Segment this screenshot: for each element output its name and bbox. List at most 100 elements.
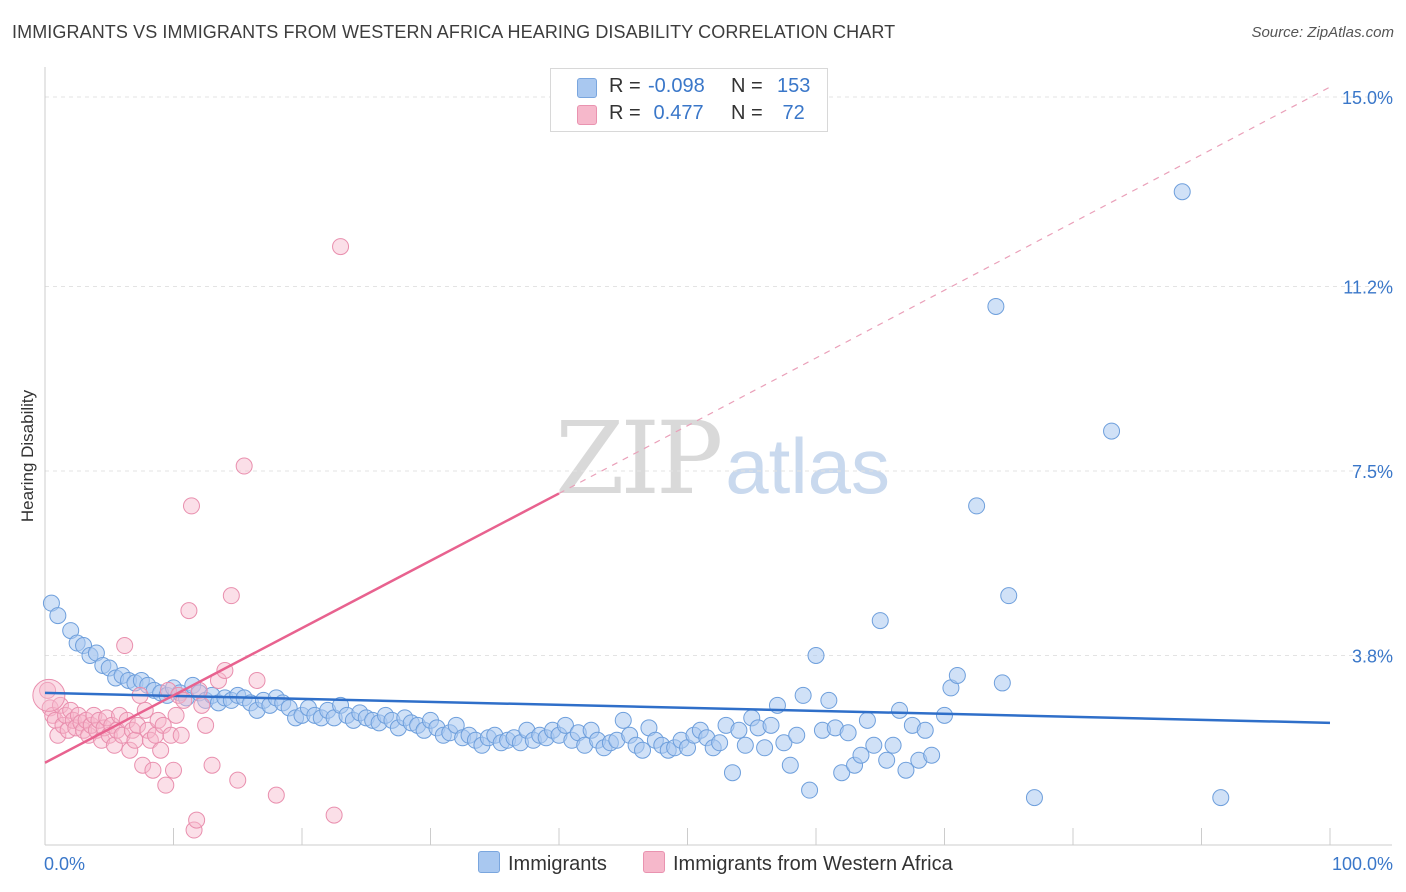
western-africa-point	[144, 761, 162, 779]
immigrants-point	[756, 739, 774, 757]
western-africa-point	[248, 671, 266, 689]
immigrants-point	[807, 647, 825, 665]
legend-n-value: 72	[777, 102, 805, 124]
watermark-zip: ZIP	[555, 400, 723, 517]
western-africa-point	[141, 731, 159, 749]
immigrants-point	[858, 711, 876, 729]
y-tick-label: 3.8%	[1352, 647, 1393, 667]
legend-n-value: 153	[777, 75, 811, 97]
western-africa-trend-extension	[558, 86, 1331, 494]
western-africa-point	[149, 711, 167, 729]
western-africa-point	[85, 706, 103, 724]
legend-r-label: R =	[609, 102, 641, 124]
bottom-legend-label: Immigrants from Western Africa	[673, 853, 953, 875]
correlation-legend: R = -0.098 N = 153 R = 0.477 N = 72	[550, 68, 828, 132]
western-africa-point	[332, 238, 350, 256]
legend-n-label: N =	[731, 102, 763, 124]
immigrants-point	[634, 741, 652, 759]
watermark-atlas: atlas	[725, 422, 891, 510]
immigrants-point	[730, 721, 748, 739]
western-africa-point	[185, 821, 203, 839]
bottom-legend-immigrants: Immigrants	[478, 851, 607, 877]
legend-swatch-pink	[577, 105, 597, 125]
western-africa-point	[32, 678, 66, 712]
western-africa-point	[129, 716, 147, 734]
western-africa-point	[229, 771, 247, 789]
immigrants-point	[1212, 789, 1230, 807]
western-africa-point	[193, 696, 211, 714]
bottom-legend-western-africa: Immigrants from Western Africa	[643, 851, 953, 877]
western-africa-point	[197, 716, 215, 734]
chart-title: IMMIGRANTS VS IMMIGRANTS FROM WESTERN AF…	[12, 22, 896, 42]
immigrants-point	[794, 686, 812, 704]
western-africa-trend-line	[44, 492, 560, 764]
x-tick-label: 100.0%	[1332, 854, 1393, 874]
immigrants-point	[948, 666, 966, 684]
immigrants-point	[852, 746, 870, 764]
western-africa-point	[123, 721, 141, 739]
immigrants-point	[781, 756, 799, 774]
y-axis-label: Hearing Disability	[18, 389, 37, 523]
western-africa-point	[116, 637, 134, 655]
immigrants-point	[49, 607, 67, 625]
western-africa-point	[121, 741, 139, 759]
western-africa-point	[54, 716, 72, 734]
y-tick-label: 15.0%	[1342, 88, 1393, 108]
y-tick-label: 11.2%	[1343, 277, 1393, 297]
western-africa-point	[203, 756, 221, 774]
western-africa-point	[172, 726, 190, 744]
bottom-legend-label: Immigrants	[508, 853, 607, 875]
western-africa-point	[180, 602, 198, 620]
immigrants-point	[614, 711, 632, 729]
legend-r-value: -0.098	[648, 75, 705, 97]
legend-swatch-blue	[577, 78, 597, 98]
immigrants-point	[736, 736, 754, 754]
immigrants-point	[1025, 789, 1043, 807]
western-africa-point	[267, 786, 285, 804]
immigrants-point	[993, 674, 1011, 692]
immigrants-point	[711, 734, 729, 752]
immigrants-point	[897, 761, 915, 779]
legend-r-label: R =	[609, 75, 641, 97]
western-africa-point	[49, 726, 67, 744]
immigrants-point	[801, 781, 819, 799]
immigrants-point	[1173, 183, 1191, 201]
western-africa-point	[182, 497, 200, 515]
immigrants-point	[987, 297, 1005, 315]
immigrants-point	[865, 736, 883, 754]
y-tick-label: 7.5%	[1352, 462, 1393, 482]
legend-row-western-africa: R = 0.477 N = 72	[551, 101, 827, 127]
x-tick-label: 0.0%	[44, 854, 85, 874]
western-africa-point	[167, 706, 185, 724]
immigrants-point	[923, 746, 941, 764]
immigrants-point	[788, 726, 806, 744]
western-africa-point	[126, 731, 144, 749]
legend-r-value: 0.477	[648, 102, 704, 124]
immigrants-point	[723, 764, 741, 782]
western-africa-point	[222, 587, 240, 605]
western-africa-point	[152, 741, 170, 759]
western-africa-point	[157, 776, 175, 794]
immigrants-trend-line	[44, 691, 1331, 725]
bottom-legend-swatch-blue	[478, 851, 500, 873]
immigrants-point	[820, 691, 838, 709]
immigrants-point	[556, 716, 574, 734]
immigrants-point	[762, 716, 780, 734]
immigrants-point	[1000, 587, 1018, 605]
immigrants-point	[916, 721, 934, 739]
western-africa-point	[162, 726, 180, 744]
western-africa-point	[165, 761, 182, 779]
immigrants-point	[1103, 422, 1121, 440]
immigrants-point	[839, 724, 857, 742]
western-africa-point	[325, 806, 343, 824]
legend-n-label: N =	[731, 75, 763, 97]
western-africa-point	[235, 457, 253, 475]
western-africa-point	[134, 756, 152, 774]
immigrants-point	[891, 701, 909, 719]
western-africa-point	[39, 681, 57, 699]
immigrants-point	[884, 736, 902, 754]
western-africa-point	[188, 811, 206, 829]
immigrants-point	[968, 497, 986, 515]
watermark: ZIPatlas	[555, 400, 890, 517]
